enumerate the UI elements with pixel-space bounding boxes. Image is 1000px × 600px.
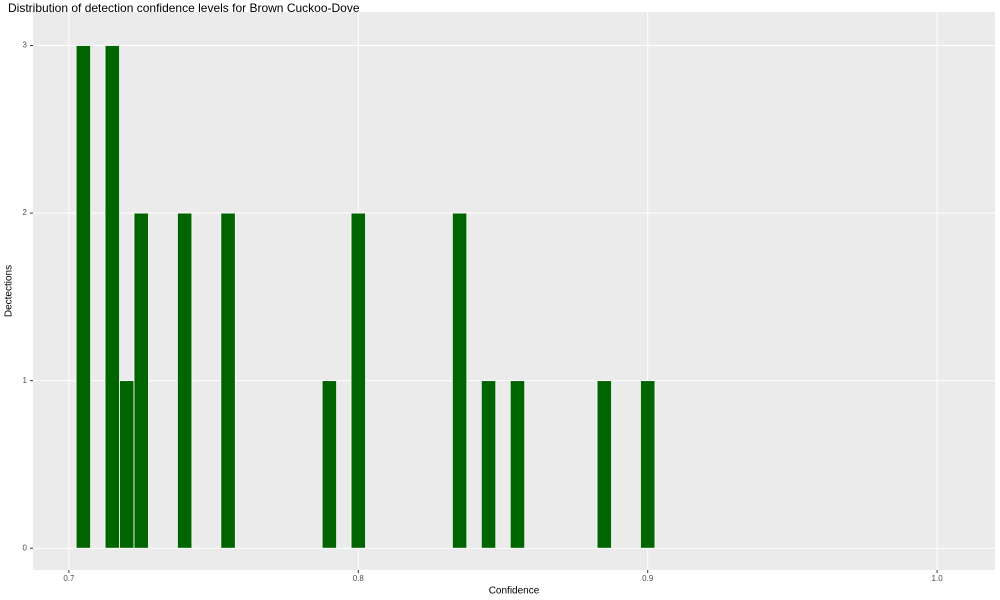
- y-tick-label: 3: [23, 41, 28, 50]
- bar: [451, 212, 468, 549]
- bar: [119, 380, 135, 549]
- bar: [596, 380, 612, 549]
- bar: [640, 380, 656, 549]
- x-tick-label: 0.9: [642, 574, 654, 583]
- y-tick-label: 0: [23, 543, 28, 552]
- x-tick-label: 0.8: [353, 574, 365, 583]
- bar: [220, 212, 236, 549]
- bar: [177, 212, 193, 549]
- chart-title: Distribution of detection confidence lev…: [8, 1, 360, 15]
- bar: [104, 45, 120, 549]
- bar: [509, 380, 526, 549]
- y-axis-title: Dectections: [4, 265, 15, 317]
- x-axis-title: Confidence: [489, 586, 540, 597]
- x-tick-label: 1.0: [932, 574, 944, 583]
- bar: [133, 212, 149, 549]
- bar: [321, 380, 337, 549]
- x-tick-label: 0.7: [63, 574, 75, 583]
- bar: [480, 380, 497, 549]
- y-tick-label: 2: [23, 208, 28, 217]
- y-tick-label: 1: [23, 376, 28, 385]
- bar: [75, 45, 91, 549]
- bar: [350, 212, 366, 549]
